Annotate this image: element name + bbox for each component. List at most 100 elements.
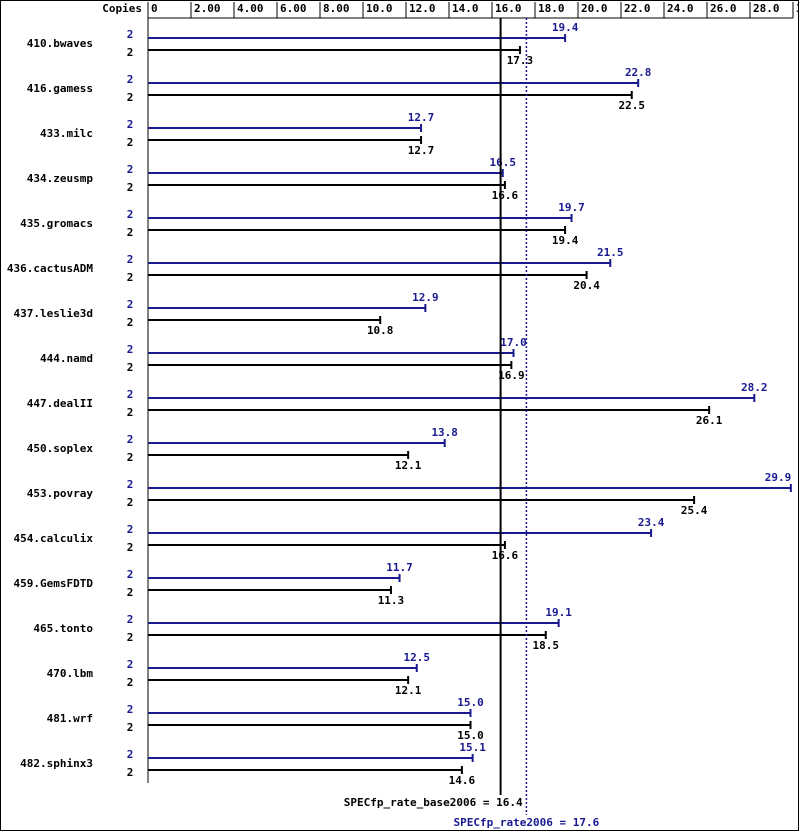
copies-label: 2 [127,703,134,716]
bar [148,124,423,132]
bar [148,361,513,369]
x-tick-label: 14.0 [452,2,479,15]
value-label: 11.3 [378,594,405,607]
x-tick-label: 8.00 [323,2,350,15]
x-tick-label: 20.0 [581,2,608,15]
bar [148,664,418,672]
copies-label: 2 [127,163,134,176]
copies-label: 2 [127,91,134,104]
category-label: 435.gromacs [20,217,93,230]
bar [148,451,410,459]
x-tick-label: 10.0 [366,2,393,15]
copies-label: 2 [127,253,134,266]
value-label: 16.9 [498,369,525,382]
bar [148,91,633,99]
copies-label: 2 [127,478,134,491]
value-label: 12.1 [395,684,422,697]
copies-label: 2 [127,208,134,221]
bar [148,754,474,762]
value-label: 12.9 [412,291,439,304]
category-label: 416.gamess [27,82,93,95]
bar [148,136,423,144]
value-label: 26.1 [696,414,723,427]
bar [148,439,446,447]
copies-label: 2 [127,406,134,419]
value-label: 19.4 [552,21,579,34]
value-label: 12.7 [408,144,435,157]
x-tick-label: 6.00 [280,2,307,15]
bar [148,586,392,594]
copies-label: 2 [127,136,134,149]
copies-label: 2 [127,118,134,131]
category-label: 447.dealII [27,397,93,410]
copies-label: 2 [127,676,134,689]
value-label: 15.0 [457,696,484,709]
copies-label: 2 [127,721,134,734]
bar [148,394,756,402]
x-tick-label: 16.0 [495,2,522,15]
value-label: 12.1 [395,459,422,472]
bar [148,316,382,324]
bar [148,709,472,717]
category-label: 481.wrf [47,712,93,725]
value-label: 19.4 [552,234,579,247]
value-label: 23.4 [638,516,665,529]
bar [148,619,560,627]
bar [148,496,696,504]
copies-label: 2 [127,541,134,554]
bar [148,406,711,414]
copies-label: 2 [127,226,134,239]
bar [148,676,410,684]
copies-label: 2 [127,28,134,41]
value-label: 19.1 [545,606,572,619]
x-tick-label: 26.0 [710,2,737,15]
value-label: 16.6 [492,549,519,562]
copies-label: 2 [127,181,134,194]
category-label: 437.leslie3d [14,307,93,320]
value-label: 29.9 [765,471,792,484]
bar [148,304,427,312]
category-label: 434.zeusmp [27,172,94,185]
x-tick-label: 22.0 [624,2,651,15]
value-label: 16.6 [492,189,519,202]
bar [148,766,463,774]
copies-label: 2 [127,388,134,401]
value-label: 25.4 [681,504,708,517]
value-label: 22.5 [619,99,646,112]
copies-label: 2 [127,298,134,311]
category-label: 470.lbm [47,667,94,680]
bar [148,721,472,729]
x-tick-label: 30.0 [796,2,799,15]
category-label: 410.bwaves [27,37,93,50]
value-label: 15.1 [459,741,486,754]
value-label: 17.0 [500,336,527,349]
category-label: 444.namd [40,352,93,365]
value-label: 16.5 [490,156,517,169]
category-label: 453.povray [27,487,94,500]
category-label: 436.cactusADM [7,262,93,275]
value-label: 21.5 [597,246,624,259]
bar [148,631,547,639]
value-label: 11.7 [386,561,413,574]
bar [148,169,504,177]
value-label: 13.8 [431,426,458,439]
x-tick-label: 28.0 [753,2,780,15]
copies-label: 2 [127,766,134,779]
bar [148,574,401,582]
axis-label: Copies [102,2,142,15]
value-label: 17.3 [507,54,534,67]
bar [148,349,515,357]
copies-label: 2 [127,568,134,581]
bar [148,259,612,267]
copies-label: 2 [127,631,134,644]
value-label: 15.0 [457,729,484,742]
copies-label: 2 [127,361,134,374]
bar [148,181,506,189]
category-label: 450.soplex [27,442,94,455]
category-label: 459.GemsFDTD [14,577,94,590]
reference-label: SPECfp_rate_base2006 = 16.4 [344,796,523,809]
value-label: 10.8 [367,324,394,337]
copies-label: 2 [127,433,134,446]
x-tick-label: 24.0 [667,2,694,15]
